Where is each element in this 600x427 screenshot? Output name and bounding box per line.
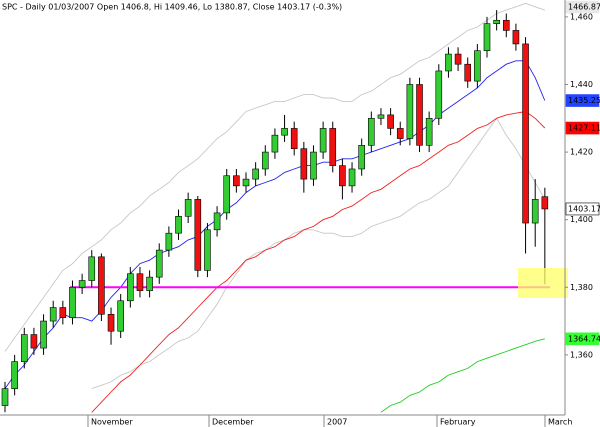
candle-body [175, 215, 182, 234]
candle-body [290, 128, 298, 149]
candle-body [59, 307, 67, 318]
price-label-box [565, 332, 600, 346]
candle-body [522, 43, 529, 224]
candle-body [348, 168, 356, 187]
candle-body [502, 19, 510, 31]
candle-body [165, 232, 173, 251]
candle-body [396, 128, 404, 139]
indicator-line [91, 111, 546, 413]
price-label: 1435.25 [568, 96, 600, 105]
candle-body [358, 145, 365, 170]
candle-body [310, 151, 317, 180]
x-tick-label: November [91, 418, 133, 427]
y-tick-label: 1,400 [570, 215, 593, 224]
candle-body [223, 175, 231, 214]
indicator-line [4, 2, 545, 352]
indicator-line [380, 338, 545, 413]
x-tick-label: March [548, 418, 572, 427]
price-label: 1466.87 [568, 3, 600, 12]
price-label-box [565, 0, 600, 14]
indicator-line [91, 117, 546, 390]
candle-body [194, 199, 202, 271]
candle-body [493, 19, 500, 24]
candle-body [541, 196, 549, 210]
candle-body [49, 307, 57, 322]
candle-body [377, 114, 385, 119]
candle-body [300, 148, 308, 180]
candle-body [1, 388, 9, 406]
candle-body [146, 276, 153, 291]
candle-body [184, 199, 192, 217]
candle-body [329, 128, 337, 166]
candle-body [406, 84, 414, 139]
candle-body [98, 256, 105, 315]
price-label: 1364.74 [568, 334, 600, 343]
candle-body [107, 313, 115, 332]
x-tick-label: February [440, 418, 476, 427]
candle-body [233, 175, 240, 187]
candle-body [261, 151, 269, 170]
candle-body [319, 128, 327, 153]
candle-body [136, 273, 144, 291]
candle-body [512, 30, 520, 45]
candle-body [30, 334, 38, 349]
price-label-box [565, 94, 600, 107]
candle-body [387, 114, 394, 129]
candle-body [483, 23, 491, 51]
candle-body [425, 117, 433, 146]
candle-body [271, 134, 279, 153]
price-label: 1427.11 [568, 124, 600, 133]
candle-body [20, 334, 28, 362]
x-tick-label: December [212, 418, 254, 427]
x-tick-label: 2007 [327, 418, 347, 427]
candle-body [127, 273, 134, 302]
candle-body [464, 63, 472, 82]
candle-body [252, 168, 259, 180]
y-tick-label: 1,460 [570, 12, 593, 21]
price-label-box [565, 202, 600, 216]
y-tick-label: 1,380 [570, 283, 593, 292]
price-label-box [565, 121, 600, 135]
chart-title: SPC - Daily 01/03/2007 Open 1406.8, Hi 1… [2, 3, 342, 12]
candle-body [88, 256, 96, 281]
candle-body [281, 128, 288, 136]
y-tick-label: 1,440 [570, 80, 593, 89]
candle-body [368, 117, 375, 146]
candle-body [445, 53, 452, 72]
candle-body [69, 286, 76, 318]
y-tick-label: 1,420 [570, 148, 593, 157]
candle-body [474, 50, 481, 82]
candle-body [454, 53, 462, 65]
candle-body [11, 361, 18, 389]
price-label: 1403.17 [568, 204, 600, 213]
candle-body [155, 249, 163, 278]
candle-body [435, 70, 443, 119]
candle-body [213, 212, 221, 231]
candle-body [78, 280, 86, 288]
plot-area [1, 2, 550, 413]
y-tick-label: 1,360 [570, 350, 593, 359]
candle-body [204, 229, 211, 271]
candle-body [242, 178, 250, 187]
candle-body [416, 84, 423, 146]
candle-body [40, 320, 47, 349]
highlight-box [518, 268, 568, 298]
axis: 1,360 1,380 1,400 1,420 1,440 1,460 November De… [87, 0, 600, 427]
indicator-line [4, 60, 546, 389]
candle-body [117, 300, 124, 332]
candle-body [339, 165, 346, 187]
candle-body [531, 199, 539, 224]
